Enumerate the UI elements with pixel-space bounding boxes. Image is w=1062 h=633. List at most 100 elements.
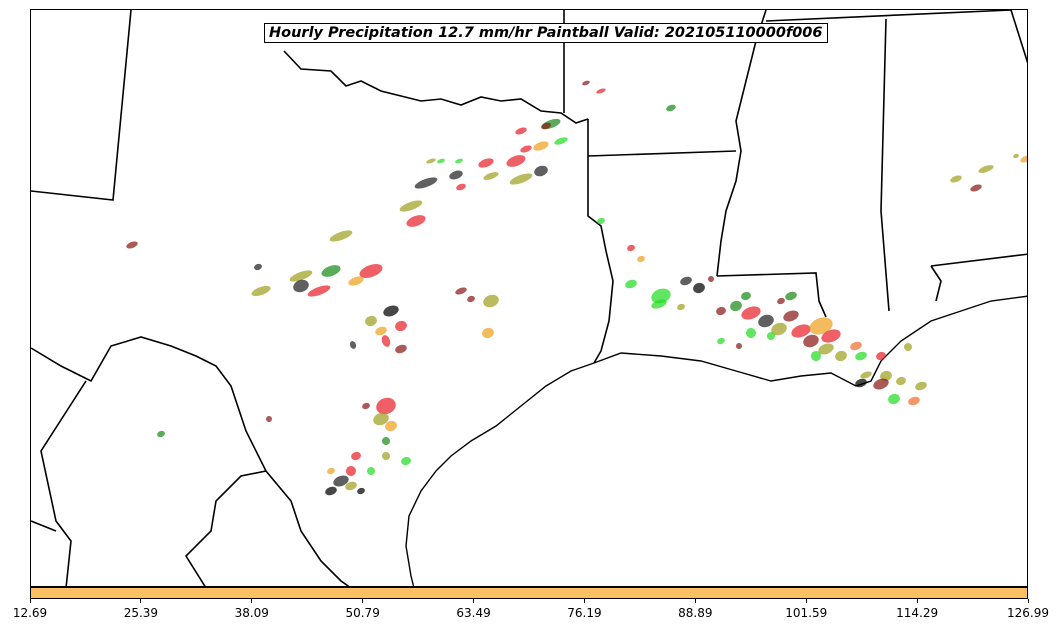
paintball-blob <box>383 305 399 317</box>
paintball-blob <box>860 371 872 379</box>
paintball-blob <box>809 317 833 335</box>
paintball-blob <box>362 402 370 410</box>
paintball-blob <box>677 303 685 311</box>
paintball-blob <box>741 306 761 320</box>
paintball-blob <box>730 300 742 312</box>
paintball-blob <box>401 456 411 466</box>
paintball-blob <box>483 172 499 180</box>
paintball-blob <box>455 287 467 295</box>
paintball-blob <box>850 341 862 351</box>
mississippi-alabama-border <box>880 18 890 312</box>
paintball-blob <box>1013 153 1019 159</box>
alabama-florida-west <box>930 265 942 302</box>
paintball-blob <box>385 420 397 432</box>
colorbar-tick <box>583 599 585 603</box>
paintball-blob <box>876 351 886 361</box>
paintball-blob <box>746 328 756 338</box>
coastline <box>405 295 1027 586</box>
paintball-blob <box>395 320 407 332</box>
louisiana-mississippi-border <box>716 272 827 318</box>
paintball-blob <box>904 343 912 351</box>
paintball-blob <box>327 467 335 475</box>
paintball-blob <box>399 200 423 212</box>
paintball-blob <box>693 282 705 294</box>
paintball-blob <box>908 396 920 406</box>
louisiana-coast <box>593 295 1027 387</box>
paintball-blob <box>467 295 475 303</box>
tennessee-border <box>765 10 1012 22</box>
colorbar-tick-label: 50.79 <box>345 606 380 620</box>
paintball-blob <box>651 299 667 309</box>
state-boundaries <box>31 10 1027 586</box>
red-river-border <box>283 50 589 124</box>
paintball-blob <box>777 297 785 305</box>
alabama-georgia-border <box>1010 10 1027 64</box>
paintball-blob <box>515 127 527 135</box>
paintball-blob <box>666 104 676 112</box>
colorbar-tick <box>251 599 253 603</box>
paintball-blob <box>293 279 309 293</box>
mississippi-river-border <box>716 10 767 277</box>
colorbar-tick <box>29 599 31 603</box>
colorbar-tick <box>473 599 475 603</box>
map-canvas <box>31 10 1027 586</box>
paintball-blob <box>345 481 357 491</box>
paintball-blob <box>367 467 375 475</box>
colorbar-tick <box>694 599 696 603</box>
paintball-blob <box>950 175 962 183</box>
colorbar-tick <box>1027 599 1029 603</box>
paintball-blob <box>896 376 906 386</box>
colorbar-tick-label: 12.69 <box>12 606 48 620</box>
rio-grande-border <box>31 336 350 586</box>
paintball-blob <box>541 122 551 130</box>
paintball-blob <box>375 326 387 336</box>
paintball-blob <box>325 486 337 496</box>
paintball-blob <box>251 285 271 297</box>
paintball-blob <box>554 137 568 145</box>
paintball-blob <box>406 215 426 227</box>
paintball-blob <box>534 165 548 177</box>
paintball-blob <box>348 276 364 286</box>
paintball-blob <box>821 329 841 343</box>
colorbar-tick-label: 76.19 <box>567 606 602 620</box>
paintball-blob <box>307 285 331 297</box>
arkansas-louisiana-border <box>587 150 737 157</box>
colorbar-tick-label: 101.59 <box>785 606 828 620</box>
paintball-blob <box>321 265 341 277</box>
texas-coast <box>405 362 595 586</box>
paintball-blob <box>395 344 407 354</box>
paintball-blob <box>717 337 725 345</box>
paintball-blob <box>254 263 262 271</box>
mexico-state-border-2 <box>31 520 57 532</box>
colorbar-tick-label: 63.49 <box>456 606 491 620</box>
paintball-blob <box>708 276 714 282</box>
paintball-blob <box>506 155 526 167</box>
paintball-blob <box>346 466 356 476</box>
paintball-blob <box>414 177 438 189</box>
paintball-blob <box>978 165 994 173</box>
paintball-blob <box>596 88 606 94</box>
paintball-blob <box>329 230 353 242</box>
paintball-blob <box>382 437 390 445</box>
paintball-blob <box>426 158 436 164</box>
paintball-blob <box>483 294 499 308</box>
paintball-blob <box>651 288 671 304</box>
paintball-blob <box>333 475 349 487</box>
texas-panhandle-border <box>31 10 132 201</box>
paintball-blob <box>381 335 391 347</box>
colorbar-tick <box>140 599 142 603</box>
colorbar-tick-label: 38.09 <box>234 606 269 620</box>
paintball-blob <box>741 291 751 301</box>
paintball-blob <box>376 397 396 415</box>
paintball-blob <box>437 158 445 164</box>
paintball-blob <box>680 276 692 286</box>
paintball-blob <box>533 141 549 151</box>
paintball-blob <box>767 332 775 340</box>
paintball-blob <box>888 393 900 405</box>
paintball-blob <box>625 279 637 289</box>
paintball-blob <box>455 158 463 164</box>
paintball-blob <box>266 416 272 422</box>
paintball-blob <box>803 334 819 348</box>
paintball-blob <box>880 370 892 382</box>
paintball-blob <box>349 341 357 349</box>
